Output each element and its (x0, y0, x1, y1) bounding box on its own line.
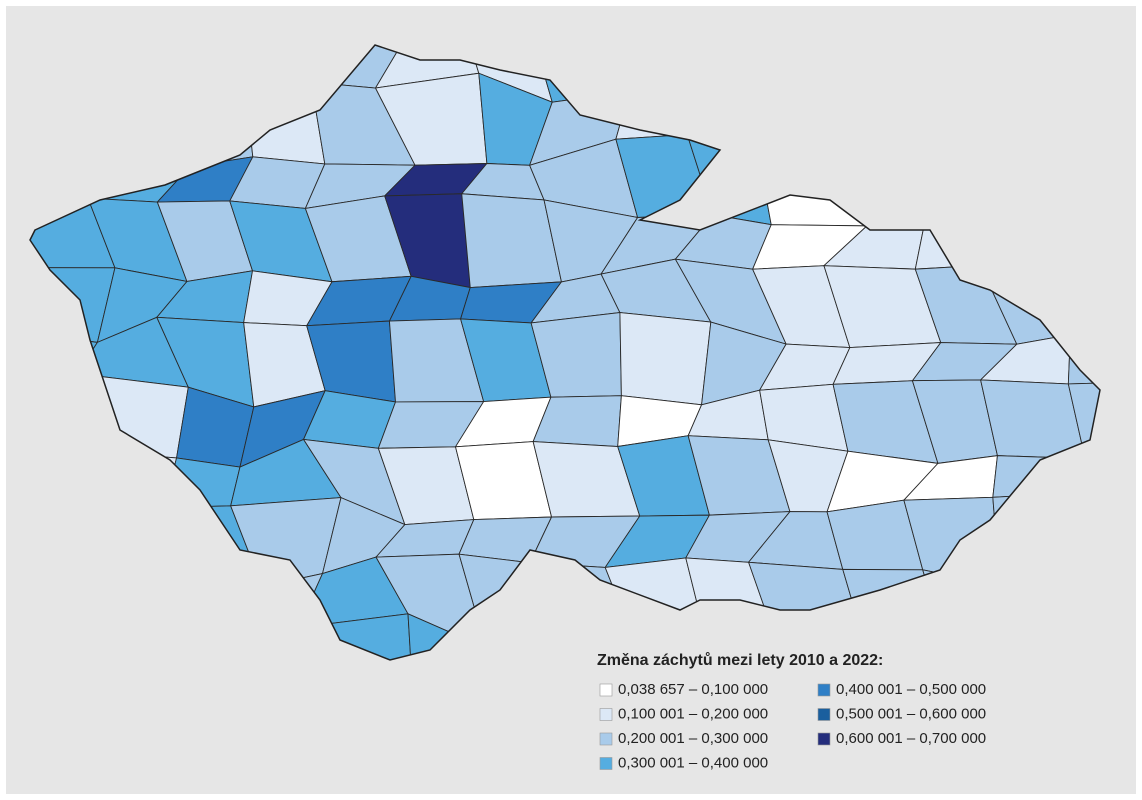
legend-swatch (599, 732, 613, 746)
legend-swatch (599, 708, 613, 721)
legend-label: 0,500 001 – 0,600 000 (836, 705, 986, 722)
legend-label: 0,400 001 – 0,500 000 (836, 681, 986, 698)
legend-title: Změna záchytů mezi lety 2010 a 2022: (597, 652, 883, 669)
legend-swatch (817, 732, 831, 746)
legend-label: 0,300 001 – 0,400 000 (618, 754, 768, 771)
legend-swatch (817, 683, 831, 697)
legend-label: 0,038 657 – 0,100 000 (618, 681, 768, 698)
legend-swatch (599, 757, 613, 770)
legend-swatch (817, 708, 831, 721)
legend-label: 0,600 001 – 0,700 000 (836, 730, 986, 747)
legend-label: 0,200 001 – 0,300 000 (618, 730, 768, 747)
legend-swatch (599, 683, 613, 697)
legend: 0,038 657 – 0,100 000 0,100 001 – 0,200 0… (599, 681, 986, 771)
district (619, 312, 712, 406)
legend-label: 0,100 001 – 0,200 000 (618, 705, 768, 722)
district (980, 379, 1086, 460)
